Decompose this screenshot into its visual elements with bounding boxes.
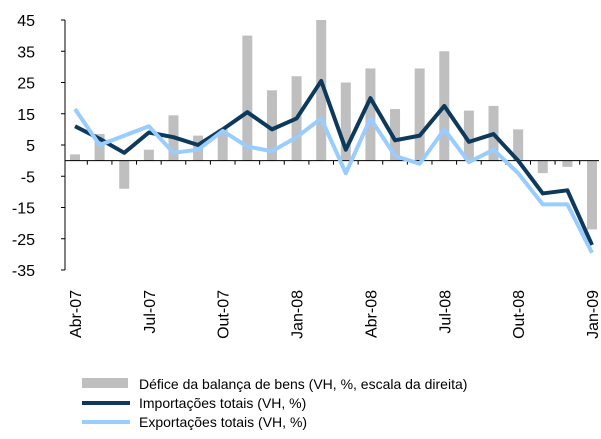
bar	[217, 129, 228, 161]
x-tick-label: Jul-07	[142, 290, 159, 334]
bar	[365, 68, 376, 161]
x-tick-label: Jul-08	[437, 290, 454, 334]
bar	[537, 160, 548, 174]
bar	[562, 160, 573, 167]
bar	[119, 160, 130, 189]
x-tick-label: Jan-08	[290, 290, 307, 339]
y-tick-label: -25	[12, 232, 35, 249]
y-tick-label: 25	[17, 76, 35, 93]
bar	[390, 109, 401, 161]
legend-label: Exportações totais (VH, %)	[139, 414, 307, 430]
bar	[463, 110, 474, 161]
x-tick-label: Out-08	[511, 290, 528, 339]
bar	[513, 129, 524, 161]
x-tick-label: Out-07	[216, 290, 233, 339]
line-series	[74, 78, 594, 246]
bar	[340, 82, 351, 161]
line-series	[73, 107, 594, 254]
bar	[587, 160, 597, 230]
x-tick-label: Abr-07	[68, 290, 85, 338]
y-tick-label: 5	[26, 138, 35, 155]
bar	[242, 35, 253, 161]
bar	[266, 90, 277, 161]
y-tick-label: 15	[17, 107, 35, 124]
bar	[70, 154, 80, 161]
legend-label: Importações totais (VH, %)	[139, 395, 306, 411]
bar	[316, 20, 327, 161]
bar	[414, 68, 425, 161]
x-tick-label: Jan-09	[585, 290, 601, 339]
y-tick-label: -35	[12, 263, 35, 280]
bar	[143, 149, 154, 161]
bar	[94, 134, 105, 161]
y-tick-label: -15	[12, 201, 35, 218]
legend-swatch	[82, 378, 128, 388]
y-tick-label: -5	[21, 169, 35, 186]
y-tick-label: 35	[17, 44, 35, 61]
y-tick-label: 45	[17, 13, 35, 30]
x-tick-label: Abr-08	[363, 290, 380, 338]
legend-label: Défice da balança de bens (VH, %, escala…	[139, 376, 467, 392]
